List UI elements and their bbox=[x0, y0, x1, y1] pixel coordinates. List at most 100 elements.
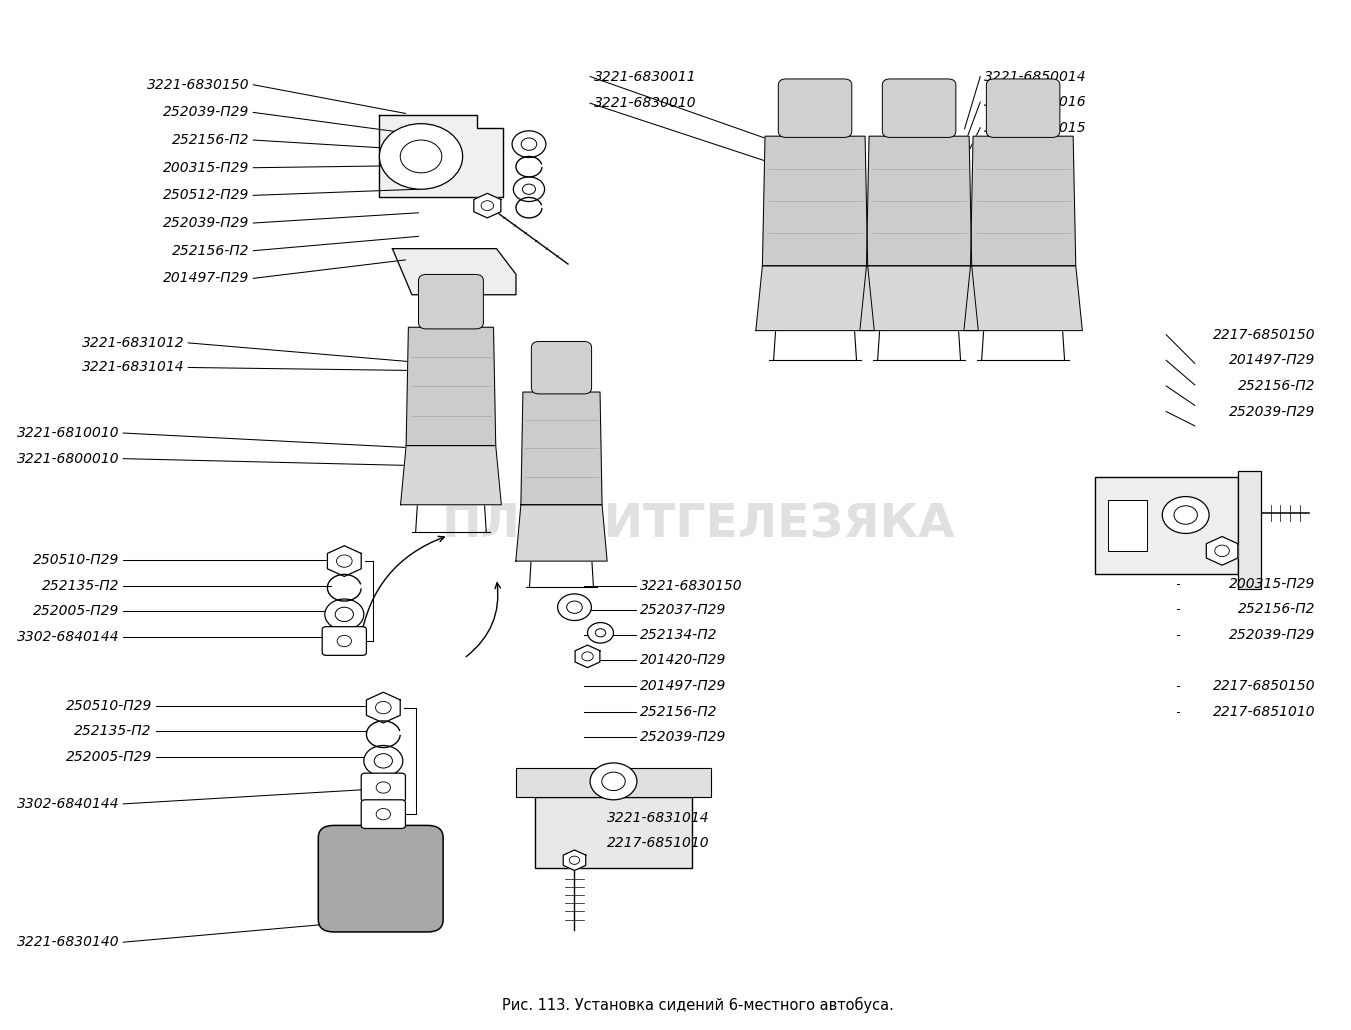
Circle shape bbox=[569, 856, 580, 864]
Text: 250512-П29: 250512-П29 bbox=[163, 188, 250, 202]
Text: 3221-6830010: 3221-6830010 bbox=[594, 96, 697, 110]
Text: 3221-6831012: 3221-6831012 bbox=[607, 787, 709, 800]
Circle shape bbox=[1174, 506, 1197, 524]
Circle shape bbox=[335, 608, 354, 621]
Circle shape bbox=[336, 555, 353, 568]
Circle shape bbox=[566, 602, 582, 613]
Polygon shape bbox=[866, 136, 971, 266]
Polygon shape bbox=[755, 266, 874, 331]
Polygon shape bbox=[380, 115, 503, 198]
Text: 252156-П2: 252156-П2 bbox=[1239, 379, 1316, 392]
Polygon shape bbox=[963, 266, 1082, 331]
Text: 3221-6830150: 3221-6830150 bbox=[639, 579, 742, 592]
Polygon shape bbox=[400, 446, 501, 505]
Bar bbox=[535, 797, 692, 868]
Circle shape bbox=[376, 809, 390, 820]
Text: 252135-П2: 252135-П2 bbox=[42, 579, 119, 592]
Text: 201420-П29: 201420-П29 bbox=[639, 653, 725, 667]
Text: 3221-6850014: 3221-6850014 bbox=[984, 70, 1086, 83]
Text: 200315-П29: 200315-П29 bbox=[1229, 577, 1316, 590]
Circle shape bbox=[380, 124, 462, 190]
Text: 201497-П29: 201497-П29 bbox=[639, 679, 725, 693]
FancyBboxPatch shape bbox=[419, 274, 484, 329]
Text: 2217-6851010: 2217-6851010 bbox=[1213, 705, 1316, 719]
Text: 3221-6810010: 3221-6810010 bbox=[16, 426, 119, 440]
Text: 252135-П2: 252135-П2 bbox=[74, 724, 151, 739]
Text: 252037-П29: 252037-П29 bbox=[639, 604, 725, 617]
Text: 3302-6840144: 3302-6840144 bbox=[16, 797, 119, 811]
FancyBboxPatch shape bbox=[319, 825, 443, 932]
Text: 3221-6831012: 3221-6831012 bbox=[81, 336, 184, 350]
Text: 252039-П29: 252039-П29 bbox=[163, 216, 250, 230]
Text: 252134-П2: 252134-П2 bbox=[639, 628, 717, 642]
Text: 252156-П2: 252156-П2 bbox=[172, 133, 250, 147]
Text: 252156-П2: 252156-П2 bbox=[172, 244, 250, 258]
Text: Рис. 113. Установка сидений 6-местного автобуса.: Рис. 113. Установка сидений 6-местного а… bbox=[503, 997, 894, 1012]
Polygon shape bbox=[521, 392, 603, 505]
Text: 2217-6850150: 2217-6850150 bbox=[1213, 679, 1316, 693]
Circle shape bbox=[1215, 545, 1229, 556]
Polygon shape bbox=[366, 692, 400, 723]
Text: 3221-6831014: 3221-6831014 bbox=[81, 360, 184, 375]
Text: 2217-6850150: 2217-6850150 bbox=[1213, 328, 1316, 342]
Polygon shape bbox=[762, 136, 867, 266]
Circle shape bbox=[363, 746, 403, 777]
Text: 252005-П29: 252005-П29 bbox=[65, 750, 151, 764]
Circle shape bbox=[1162, 496, 1209, 534]
Circle shape bbox=[558, 594, 592, 620]
Text: 3221-6850015: 3221-6850015 bbox=[984, 121, 1086, 135]
Circle shape bbox=[512, 131, 546, 158]
Circle shape bbox=[596, 628, 605, 637]
Circle shape bbox=[601, 772, 626, 791]
Circle shape bbox=[582, 652, 593, 661]
Circle shape bbox=[324, 599, 363, 629]
Bar bbox=[1238, 472, 1260, 589]
FancyBboxPatch shape bbox=[986, 79, 1061, 137]
Polygon shape bbox=[563, 850, 586, 870]
Text: 252039-П29: 252039-П29 bbox=[639, 730, 725, 745]
Text: 3221-6831014: 3221-6831014 bbox=[607, 812, 709, 825]
FancyBboxPatch shape bbox=[361, 774, 405, 801]
Bar bbox=[1094, 477, 1238, 574]
Text: 252156-П2: 252156-П2 bbox=[1239, 603, 1316, 616]
Circle shape bbox=[521, 138, 536, 150]
Circle shape bbox=[400, 140, 442, 173]
Text: 3221-6830011: 3221-6830011 bbox=[594, 70, 697, 83]
FancyBboxPatch shape bbox=[322, 626, 366, 655]
Polygon shape bbox=[970, 136, 1075, 266]
Polygon shape bbox=[392, 248, 516, 295]
Polygon shape bbox=[407, 328, 496, 446]
Circle shape bbox=[376, 701, 392, 714]
Text: 3221-6830140: 3221-6830140 bbox=[16, 935, 119, 950]
Circle shape bbox=[590, 763, 636, 800]
Text: 3221-6800010: 3221-6800010 bbox=[16, 452, 119, 466]
Circle shape bbox=[523, 184, 535, 195]
Text: 250510-П29: 250510-П29 bbox=[32, 553, 119, 568]
Text: 200315-П29: 200315-П29 bbox=[163, 161, 250, 175]
Circle shape bbox=[513, 177, 544, 202]
Polygon shape bbox=[474, 194, 501, 218]
Bar bbox=[1108, 500, 1147, 551]
Polygon shape bbox=[1206, 537, 1238, 565]
Text: 252156-П2: 252156-П2 bbox=[639, 705, 717, 719]
Text: 252039-П29: 252039-П29 bbox=[163, 105, 250, 119]
Bar bbox=[516, 768, 711, 797]
FancyBboxPatch shape bbox=[778, 79, 852, 137]
Text: ПЛАМИТГЕЛЕЗЯКА: ПЛАМИТГЕЛЕЗЯКА bbox=[442, 503, 955, 548]
FancyBboxPatch shape bbox=[361, 800, 405, 828]
Circle shape bbox=[374, 754, 392, 768]
Polygon shape bbox=[516, 505, 607, 561]
FancyBboxPatch shape bbox=[531, 342, 592, 393]
Circle shape bbox=[338, 636, 351, 647]
Text: 252039-П29: 252039-П29 bbox=[1229, 628, 1316, 642]
Circle shape bbox=[588, 622, 613, 643]
Text: 250510-П29: 250510-П29 bbox=[65, 698, 151, 713]
Text: 2217-6851010: 2217-6851010 bbox=[607, 835, 709, 850]
Text: 3221-6850016: 3221-6850016 bbox=[984, 95, 1086, 109]
Circle shape bbox=[481, 201, 493, 210]
Text: 201497-П29: 201497-П29 bbox=[163, 271, 250, 285]
Text: 252039-П29: 252039-П29 bbox=[1229, 405, 1316, 418]
FancyBboxPatch shape bbox=[882, 79, 957, 137]
Polygon shape bbox=[327, 546, 361, 577]
Polygon shape bbox=[576, 645, 600, 667]
